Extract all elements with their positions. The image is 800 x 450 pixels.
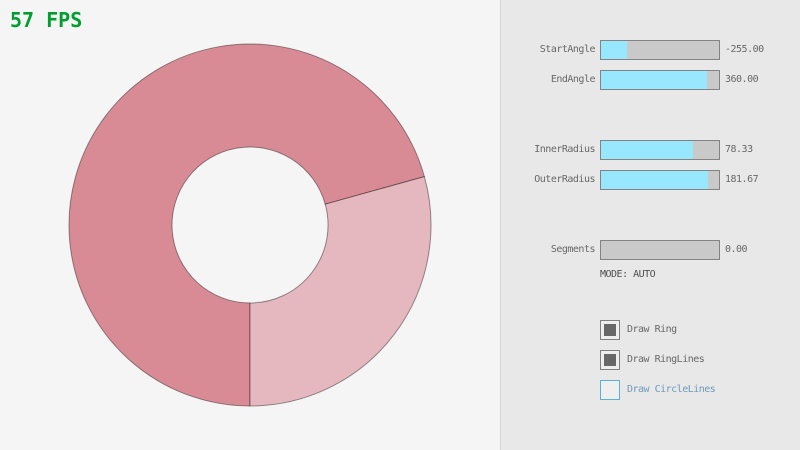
draw-ringlines-label: Draw RingLines	[627, 354, 705, 365]
outer-radius-label: OuterRadius	[534, 174, 595, 185]
start-angle-label: StartAngle	[539, 44, 596, 55]
end-angle-slider[interactable]	[600, 70, 720, 90]
end-angle-slider-fill	[601, 71, 708, 89]
draw-circlelines-checkbox[interactable]	[600, 380, 620, 400]
slider-row-segments: Segments 0.00	[501, 240, 800, 260]
controls-panel: StartAngle -255.00 EndAngle 360.00 Inner…	[500, 0, 800, 450]
draw-ring-label: Draw Ring	[627, 324, 677, 335]
slider-row-inner-radius: InnerRadius 78.33	[501, 140, 800, 160]
draw-ring-check-icon	[604, 324, 616, 336]
segments-value: 0.00	[725, 244, 748, 255]
segments-mode-text: MODE: AUTO	[600, 269, 656, 280]
ring-sector-single	[249, 175, 432, 407]
draw-ringlines-check-icon	[604, 354, 616, 366]
start-angle-slider-fill	[601, 41, 627, 59]
segments-label: Segments	[550, 244, 596, 255]
draw-circlelines-label: Draw CircleLines	[627, 384, 716, 395]
start-angle-value: -255.00	[725, 44, 764, 55]
slider-row-end-angle: EndAngle 360.00	[501, 70, 800, 90]
end-angle-value: 360.00	[725, 74, 759, 85]
draw-ringlines-checkbox[interactable]	[600, 350, 620, 370]
ring-sector-overlap	[68, 43, 426, 407]
checkbox-row-draw-ringlines: Draw RingLines	[501, 350, 800, 370]
outer-radius-slider-fill	[601, 171, 709, 189]
slider-row-outer-radius: OuterRadius 181.67	[501, 170, 800, 190]
fps-counter: 57 FPS	[10, 8, 83, 32]
draw-ring-checkbox[interactable]	[600, 320, 620, 340]
segments-slider[interactable]	[600, 240, 720, 260]
checkbox-row-draw-ring: Draw Ring	[501, 320, 800, 340]
inner-radius-label: InnerRadius	[534, 144, 595, 155]
checkbox-row-draw-circlelines: Draw CircleLines	[501, 380, 800, 400]
inner-radius-slider[interactable]	[600, 140, 720, 160]
inner-radius-slider-fill	[601, 141, 694, 159]
start-angle-slider[interactable]	[600, 40, 720, 60]
outer-radius-slider[interactable]	[600, 170, 720, 190]
end-angle-label: EndAngle	[550, 74, 596, 85]
inner-radius-value: 78.33	[725, 144, 753, 155]
outer-radius-value: 181.67	[725, 174, 759, 185]
slider-row-start-angle: StartAngle -255.00	[501, 40, 800, 60]
